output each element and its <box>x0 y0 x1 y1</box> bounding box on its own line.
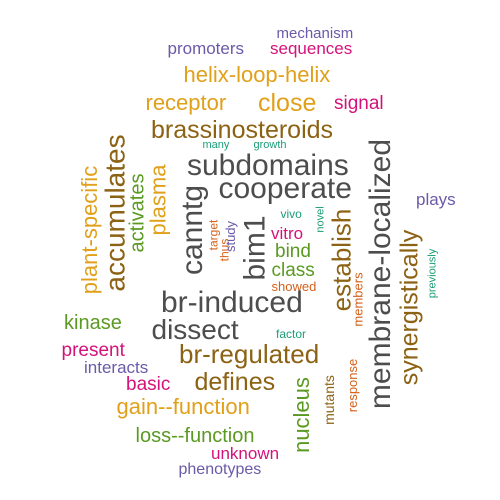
word-basic: basic <box>126 373 171 395</box>
word-response: response <box>344 358 360 412</box>
word-canntg: canntg <box>176 184 210 276</box>
word-bim1: bim1 <box>238 215 272 281</box>
word-vitro: vitro <box>271 223 304 243</box>
word-sequences: sequences <box>270 38 353 58</box>
word-mutants: mutants <box>320 375 337 425</box>
word-activates: activates <box>125 173 148 253</box>
word-loss-function: loss--function <box>135 425 255 447</box>
word-subdomains: subdomains <box>187 149 349 182</box>
word-mechanism: mechanism <box>276 24 354 42</box>
word-helix-loop-helix: helix-loop-helix <box>183 62 331 87</box>
word-interacts: interacts <box>84 357 149 377</box>
word-growth: growth <box>253 138 287 151</box>
word-synergistically: synergistically <box>395 229 424 385</box>
word-present: present <box>61 339 125 361</box>
word-novel: novel <box>314 205 327 233</box>
word-factor: factor <box>276 327 307 341</box>
word-close: close <box>258 88 317 117</box>
word-previously: previously <box>426 248 439 298</box>
word-gain-function: gain--function <box>116 394 250 419</box>
word-signal: signal <box>334 92 384 114</box>
word-kinase: kinase <box>64 312 122 334</box>
word-vivo: vivo <box>280 207 302 221</box>
word-plant-specific: plant-specific <box>77 165 103 295</box>
word-members: members <box>350 271 366 327</box>
word-phenotypes: phenotypes <box>178 461 262 478</box>
word-receptor: receptor <box>145 90 227 115</box>
word-plays: plays <box>416 189 456 209</box>
word-showed: showed <box>271 278 317 294</box>
word-plasma: plasma <box>144 164 170 236</box>
word-many: many <box>202 138 230 151</box>
word-cooperate: cooperate <box>218 172 352 205</box>
word-class: class <box>271 259 315 281</box>
word-promoters: promoters <box>167 38 245 58</box>
word-accumulates: accumulates <box>99 134 131 292</box>
word-defines: defines <box>194 367 276 396</box>
word-dissect: dissect <box>151 314 239 345</box>
word-study: study <box>222 220 238 252</box>
word-bind: bind <box>275 240 311 262</box>
word-brassinosteroids: brassinosteroids <box>151 115 334 144</box>
word-unknown: unknown <box>211 443 280 463</box>
word-br-induced: br-induced <box>161 286 303 319</box>
word-br-regulated: br-regulated <box>179 339 320 369</box>
word-nucleus: nucleus <box>288 377 314 453</box>
word-membrane-localized: membrane-localized <box>364 138 398 410</box>
